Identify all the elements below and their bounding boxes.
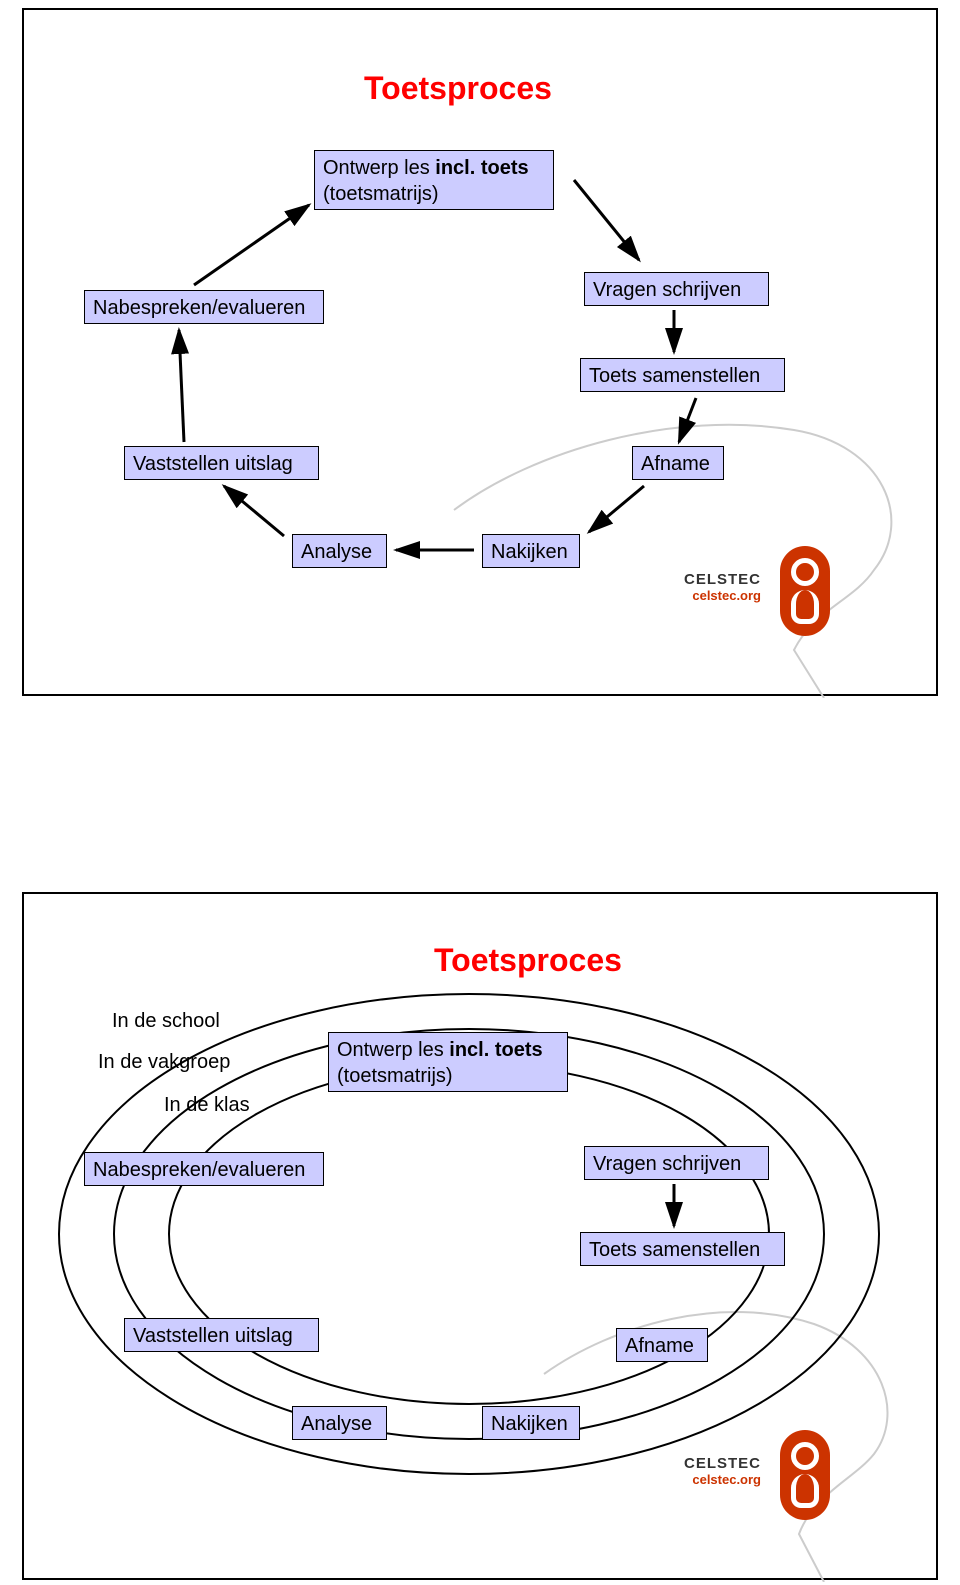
node-nabespreken2: Nabespreken/evalueren — [84, 1152, 324, 1186]
slide1: Toetsproces Ontwerp les incl. toets(toets… — [22, 8, 938, 696]
celstec-logo — [780, 546, 830, 636]
slide-title: Toetsproces — [434, 942, 622, 979]
celstec-logo-icon — [780, 1430, 830, 1520]
node-ontwerp1: Ontwerp les incl. toets(toetsmatrijs) — [314, 150, 554, 210]
context-label: In de vakgroep — [98, 1051, 230, 1074]
celstec-logo — [780, 1430, 830, 1520]
node-vragen2: Vragen schrijven — [584, 1146, 769, 1180]
node-nakijken2: Nakijken — [482, 1406, 580, 1440]
node-vaststellen2: Vaststellen uitslag — [124, 1318, 319, 1352]
celstec-logo-text: CELSTECcelstec.org — [684, 572, 761, 603]
slide-title: Toetsproces — [364, 70, 552, 107]
node-afname2: Afname — [616, 1328, 708, 1362]
node-vragen1: Vragen schrijven — [584, 272, 769, 306]
slide2: Toetsproces In de school In de vakgroep In … — [22, 892, 938, 1580]
context-label: In de klas — [164, 1094, 250, 1117]
node-nakijken1: Nakijken — [482, 534, 580, 568]
node-samenstellen1: Toets samenstellen — [580, 358, 785, 392]
node-analyse2: Analyse — [292, 1406, 387, 1440]
node-afname1: Afname — [632, 446, 724, 480]
node-vaststellen1: Vaststellen uitslag — [124, 446, 319, 480]
context-label: In de school — [112, 1010, 220, 1033]
node-nabespreken1: Nabespreken/evalueren — [84, 290, 324, 324]
node-analyse1: Analyse — [292, 534, 387, 568]
node-ontwerp2: Ontwerp les incl. toets(toetsmatrijs) — [328, 1032, 568, 1092]
celstec-logo-icon — [780, 546, 830, 636]
node-samenstellen2: Toets samenstellen — [580, 1232, 785, 1266]
celstec-logo-text: CELSTECcelstec.org — [684, 1456, 761, 1487]
